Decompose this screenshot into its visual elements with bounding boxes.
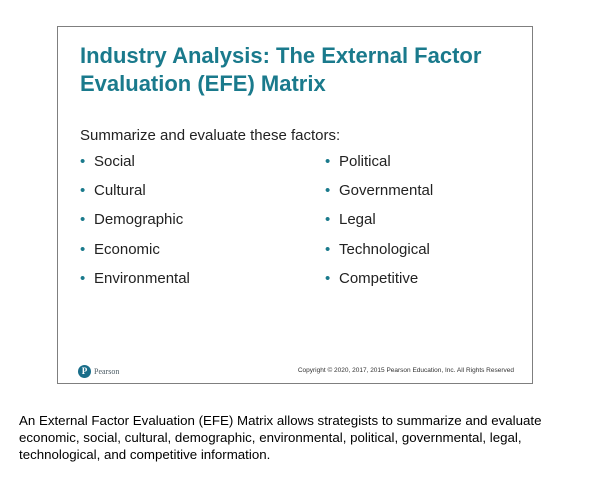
bullet-icon: • (325, 240, 331, 258)
slide-intro: Summarize and evaluate these factors: (80, 127, 341, 144)
factor-label: Social (94, 153, 135, 170)
list-item: • Governmental (325, 183, 433, 212)
list-item: • Demographic (80, 212, 190, 241)
factor-label: Legal (339, 211, 376, 229)
bullet-icon: • (325, 211, 331, 229)
bullet-icon: • (325, 153, 331, 170)
list-item: • Legal (325, 212, 433, 241)
factor-label: Environmental (94, 269, 190, 287)
factor-label: Economic (94, 240, 160, 258)
pearson-logo: P Pearson (78, 365, 119, 378)
bullet-icon: • (80, 269, 86, 287)
bullet-icon: • (325, 269, 331, 287)
copyright-notice: Copyright © 2020, 2017, 2015 Pearson Edu… (297, 367, 514, 374)
factor-label: Technological (339, 240, 430, 258)
bullet-icon: • (325, 182, 331, 200)
pearson-logo-icon: P (78, 365, 91, 378)
list-item: • Social (80, 154, 190, 183)
caption-text: An External Factor Evaluation (EFE) Matr… (19, 413, 542, 462)
bullet-icon: • (80, 153, 86, 170)
pearson-logo-text: Pearson (94, 367, 120, 376)
list-item: • Cultural (80, 183, 190, 212)
list-item: • Competitive (325, 271, 433, 300)
list-item: • Economic (80, 242, 190, 271)
list-item: • Technological (325, 242, 433, 271)
list-item: • Environmental (80, 271, 190, 300)
slide: Industry Analysis: The External Factor E… (57, 26, 533, 384)
bullet-icon: • (80, 240, 86, 258)
factor-list-right: • Political • Governmental • Legal • Technol… (325, 154, 433, 300)
factor-label: Political (339, 153, 391, 170)
bullet-icon: • (80, 211, 86, 229)
list-item: • Political (325, 154, 433, 183)
slide-title: Industry Analysis: The External Factor E… (80, 43, 482, 96)
factor-label: Demographic (94, 211, 184, 229)
bullet-icon: • (80, 182, 86, 200)
slide-footer: P Pearson Copyright © 2020, 2017, 2015 P… (78, 365, 514, 379)
factor-label: Competitive (339, 269, 419, 287)
factor-list-left: • Social • Cultural • Demographic • Economic… (80, 154, 190, 300)
factor-label: Cultural (94, 182, 146, 200)
factor-label: Governmental (339, 182, 434, 200)
